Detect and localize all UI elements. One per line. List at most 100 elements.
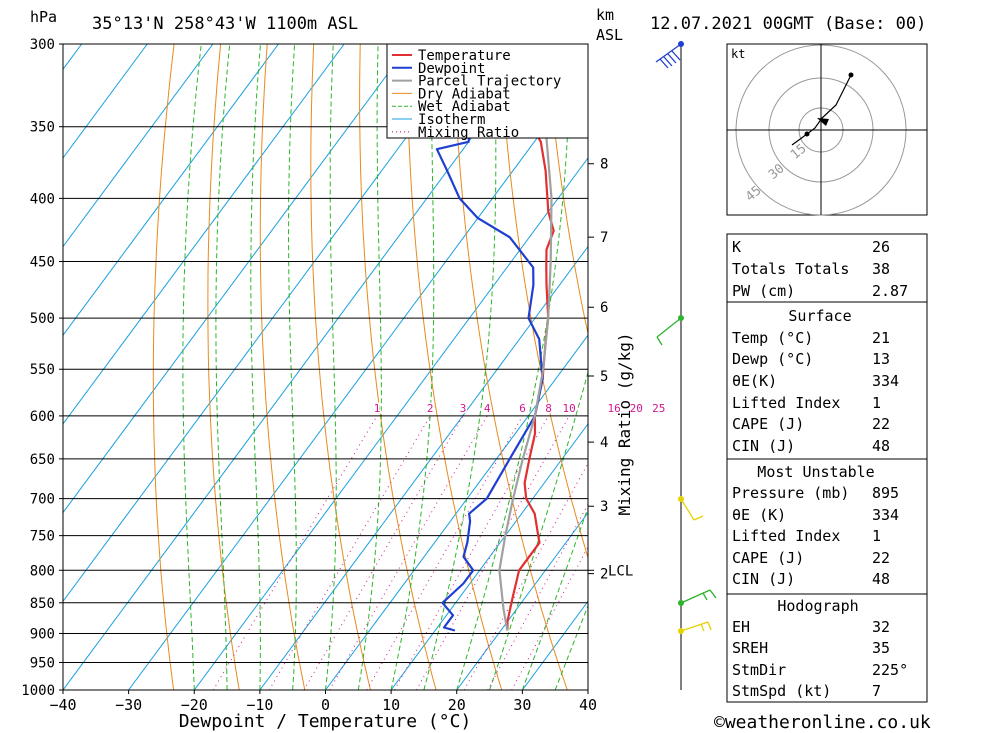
hpa-unit-label: hPa — [30, 8, 57, 26]
asl-unit-label: ASL — [596, 26, 623, 44]
pressure-tick-label: 550 — [30, 362, 55, 378]
totals-label: Totals Totals — [732, 260, 849, 278]
wind-barb-300 — [655, 43, 682, 69]
mu-li-value: 1 — [872, 527, 881, 545]
legend-label: Dry Adiabat — [418, 86, 511, 102]
mixing-ratio-line — [511, 545, 588, 690]
dry-adiabat-line — [965, 44, 1000, 690]
hodograph-point-surface — [804, 131, 810, 137]
temperature-tick-label: 20 — [448, 696, 466, 714]
pressure-tick-label: 700 — [30, 492, 55, 508]
isotherm-line — [63, 44, 476, 603]
stmspd-value: 7 — [872, 682, 881, 700]
surface-cin-value: 48 — [872, 437, 890, 455]
indices-table: K 26 Totals Totals 38 PW (cm) 2.87 Surfa… — [726, 233, 928, 703]
isotherm-line — [63, 44, 214, 248]
isotherm-line — [63, 44, 279, 337]
legend-label: Wet Adiabat — [418, 99, 511, 115]
hodograph-ring-label-15: 15 — [788, 141, 810, 163]
dewpoint-profile — [435, 44, 544, 632]
pw-label: PW (cm) — [732, 282, 795, 300]
isotherm-line — [63, 44, 411, 514]
wind-barb-700 — [680, 498, 704, 521]
pressure-tick-label: 600 — [30, 409, 55, 425]
eh-label: EH — [732, 618, 750, 636]
wet-adiabat-line — [287, 44, 297, 690]
hodograph-trace — [791, 74, 852, 146]
mixing-ratio-label: 2 — [427, 402, 434, 415]
x-axis-label: Dewpoint / Temperature (°C) — [179, 711, 472, 732]
hodograph-ring-label-45: 45 — [743, 183, 765, 205]
mu-pressure-label: Pressure (mb) — [732, 484, 849, 502]
isotherm-line — [259, 245, 588, 690]
mixing-ratio-label: 8 — [545, 402, 552, 415]
pressure-tick-label: 950 — [30, 655, 55, 671]
mu-cape-label: CAPE (J) — [732, 549, 804, 567]
surface-cin-label: CIN (J) — [732, 437, 795, 455]
mu-cin-label: CIN (J) — [732, 570, 795, 588]
legend-box — [386, 43, 589, 139]
pressure-tick-label: 900 — [30, 626, 55, 642]
isotherm-line — [325, 334, 588, 690]
isotherm-line — [128, 68, 588, 690]
pressure-tick-label: 850 — [30, 596, 55, 612]
mu-theta-label: θE (K) — [732, 506, 786, 524]
pressure-tick-label: 450 — [30, 255, 55, 271]
mixing-ratio-label: 3 — [460, 402, 467, 415]
mixing-ratio-label: 20 — [630, 402, 643, 415]
pressure-tick-label: 400 — [30, 191, 55, 207]
hodograph-stats-title: Hodograph — [777, 597, 858, 615]
surface-dewp-value: 13 — [872, 350, 890, 368]
km-tick-label: 7 — [600, 230, 608, 246]
mu-cape-value: 22 — [872, 549, 890, 567]
wet-adiabat-line — [215, 44, 231, 690]
mixing-ratio-label: 10 — [563, 402, 576, 415]
location-label: 35°13'N 258°43'W 1100m ASL — [92, 14, 358, 34]
dry-adiabat-line — [207, 44, 240, 690]
temperature-tick-label: 0 — [321, 696, 330, 714]
km-tick-label: 3 — [600, 499, 608, 515]
wind-barb-500 — [656, 317, 682, 346]
isotherm-line — [390, 423, 588, 690]
wind-barb-850 — [680, 589, 717, 604]
hodograph-unit-label: kt — [731, 47, 745, 61]
k-index-label: K — [732, 238, 741, 256]
surface-dewp-label: Dewp (°C) — [732, 350, 813, 368]
wind-barb-900 — [680, 621, 712, 632]
skewt-overlay: 3003504004505005506006507007508008509009… — [21, 37, 667, 714]
temperature-tick-label: 10 — [382, 696, 400, 714]
isotherm-line — [63, 44, 345, 425]
plot-frame — [62, 43, 589, 691]
pressure-tick-label: 500 — [30, 311, 55, 327]
hodograph-ring-label-30: 30 — [766, 161, 788, 183]
legend-label: Dewpoint — [418, 61, 485, 77]
wet-adiabat-line — [325, 44, 337, 690]
mu-theta-value: 334 — [872, 506, 899, 524]
temperature-tick-label: −30 — [115, 696, 142, 714]
pressure-tick-label: 650 — [30, 452, 55, 468]
mixing-ratio-label: 16 — [608, 402, 621, 415]
mixing-ratio-label: 4 — [484, 402, 491, 415]
hodograph-point-top — [848, 72, 854, 78]
datetime-label: 12.07.2021 00GMT (Base: 00) — [650, 14, 926, 34]
stmspd-label: StmSpd (kt) — [732, 682, 831, 700]
hodograph-storm-motion-arrow — [817, 118, 829, 126]
dry-adiabat-line — [872, 44, 1000, 690]
km-tick-label: 5 — [600, 369, 608, 385]
pressure-tick-label: 300 — [30, 37, 55, 53]
mixing-ratio-line — [268, 415, 431, 690]
wet-adiabat-line — [250, 44, 261, 690]
surface-cape-label: CAPE (J) — [732, 415, 804, 433]
km-tick-label: 4 — [600, 435, 608, 451]
temperature-tick-label: −20 — [181, 696, 208, 714]
pressure-tick-label: 750 — [30, 529, 55, 545]
wind-profile — [655, 41, 717, 690]
mixing-ratio-axis-label: Mixing Ratio (g/kg) — [615, 332, 634, 515]
mixing-ratio-label: 25 — [652, 402, 665, 415]
pressure-tick-label: 350 — [30, 120, 55, 136]
wet-adiabat-line — [182, 44, 202, 690]
isotherm-line — [193, 157, 588, 690]
hodograph: kt 15 30 45 — [726, 43, 928, 216]
